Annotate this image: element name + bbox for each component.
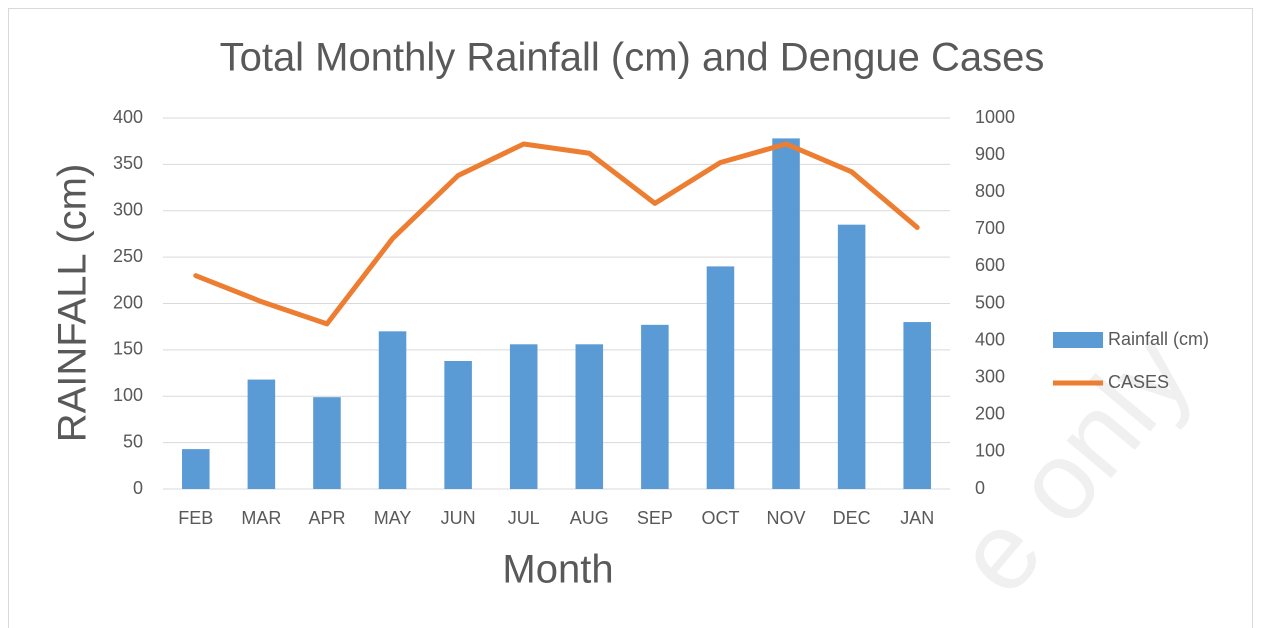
y2-tick-label: 700: [975, 218, 1005, 238]
x-tick-label: JUL: [508, 508, 540, 528]
y-tick-label: 300: [113, 200, 143, 220]
y2-tick-label: 1000: [975, 107, 1015, 127]
x-tick-label: NOV: [767, 508, 806, 528]
y-tick-label: 350: [113, 153, 143, 173]
bar: [378, 331, 407, 489]
y-tick-label: 0: [133, 478, 143, 498]
y2-tick-label: 500: [975, 292, 1005, 312]
x-tick-label: MAR: [241, 508, 281, 528]
bar: [575, 344, 604, 489]
x-axis-title: Month: [502, 548, 613, 592]
bar: [313, 397, 341, 489]
y-axis-title: RAINFALL (cm): [51, 164, 95, 443]
chart-title: Total Monthly Rainfall (cm) and Dengue C…: [220, 36, 1045, 80]
bar: [641, 324, 669, 489]
x-tick-label: OCT: [701, 508, 739, 528]
bar: [903, 322, 931, 489]
y2-tick-label: 300: [975, 366, 1005, 386]
legend-label: Rainfall (cm): [1108, 329, 1209, 349]
x-tick-label: FEB: [178, 508, 213, 528]
y-tick-label: 400: [113, 107, 143, 127]
bar: [509, 344, 538, 489]
line: [193, 141, 920, 327]
x-tick-label: APR: [308, 508, 345, 528]
bar: [837, 224, 866, 489]
y-tick-label: 150: [113, 339, 143, 359]
y-tick-label: 250: [113, 246, 143, 266]
y-tick-label: 50: [123, 431, 143, 451]
y2-tick-label: 100: [975, 441, 1005, 461]
bar: [247, 379, 276, 489]
bar: [706, 266, 735, 489]
bar: [444, 361, 472, 489]
x-tick-label: JAN: [900, 508, 934, 528]
y2-tick-label: 0: [975, 478, 985, 498]
chart-border: [8, 8, 1253, 628]
x-tick-label: JUN: [441, 508, 476, 528]
y-tick-label: 200: [113, 292, 143, 312]
y2-tick-label: 200: [975, 404, 1005, 424]
y2-tick-label: 400: [975, 329, 1005, 349]
x-tick-label: DEC: [833, 508, 871, 528]
y2-tick-label: 900: [975, 144, 1005, 164]
legend-label: CASES: [1108, 372, 1169, 392]
x-tick-label: MAY: [374, 508, 412, 528]
y-tick-label: 100: [113, 385, 143, 405]
legend-swatch: [1053, 332, 1103, 348]
x-tick-label: AUG: [570, 508, 609, 528]
y2-tick-label: 800: [975, 181, 1005, 201]
bar: [182, 449, 210, 489]
y2-tick-label: 600: [975, 255, 1005, 275]
bar: [772, 138, 800, 489]
x-tick-label: SEP: [637, 508, 673, 528]
